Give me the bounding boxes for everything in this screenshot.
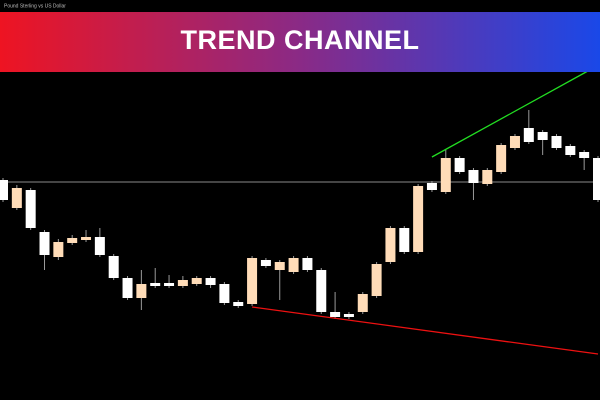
candle-body — [260, 260, 271, 266]
candle-body — [468, 170, 479, 183]
candle-body — [81, 237, 92, 240]
candle-body — [426, 183, 437, 190]
candle-body — [440, 158, 451, 192]
candle-body — [302, 258, 313, 270]
trend-line — [431, 69, 591, 158]
candle-body — [233, 302, 244, 306]
candle-body — [288, 258, 299, 272]
candle-body — [330, 312, 341, 317]
candle-body — [413, 186, 424, 252]
candle-body — [108, 256, 119, 278]
candle-body — [247, 258, 258, 304]
trend-line — [251, 306, 599, 355]
candle-body — [136, 284, 147, 298]
candle-body — [509, 136, 520, 148]
candle-body — [274, 262, 285, 270]
candle-body — [67, 238, 78, 243]
candle-body — [496, 145, 507, 172]
candle-body — [454, 158, 465, 172]
candle-body — [579, 152, 590, 158]
candle-body — [593, 158, 600, 200]
banner — [0, 12, 600, 72]
candle-body — [537, 132, 548, 140]
candle-body — [343, 314, 354, 317]
candle-body — [150, 283, 161, 286]
candle-body — [399, 228, 410, 252]
candle-body — [122, 278, 133, 298]
candle-body — [25, 190, 36, 228]
candle-body — [316, 270, 327, 312]
candle-body — [219, 284, 230, 303]
candle-body — [191, 278, 202, 284]
candle-body — [523, 128, 534, 142]
candle-body — [177, 280, 188, 286]
candle-body — [551, 136, 562, 148]
candle-body — [482, 170, 493, 184]
candle-body — [53, 242, 64, 257]
candle-body — [205, 278, 216, 285]
candle-body — [385, 228, 396, 262]
candle-body — [371, 264, 382, 296]
plot-area — [0, 69, 600, 355]
candle-body — [39, 232, 50, 255]
candle-body — [565, 146, 576, 155]
chart-title: TREND CHANNEL — [181, 25, 420, 55]
candle-body — [11, 188, 22, 208]
candle-body — [94, 237, 105, 255]
symbol-label: Pound Sterling vs US Dollar — [4, 3, 66, 9]
candle-body — [357, 294, 368, 312]
candle-body — [0, 180, 8, 200]
candle-body — [164, 283, 175, 286]
